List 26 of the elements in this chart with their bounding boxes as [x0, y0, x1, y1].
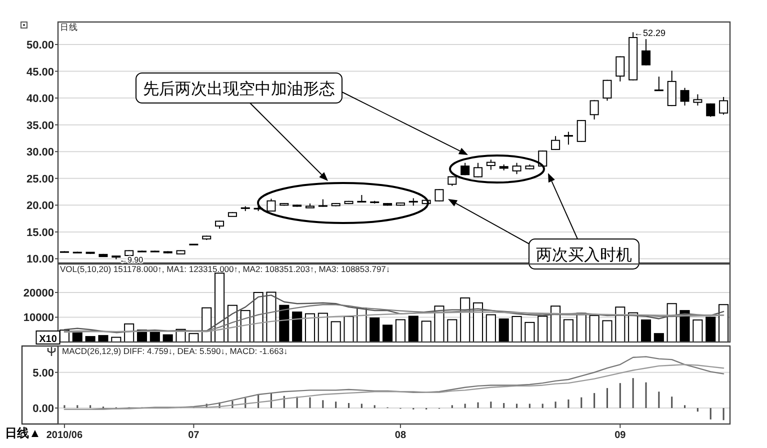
text: X10	[39, 334, 58, 345]
x-tick-label: 2010/06	[46, 430, 83, 441]
text: 日线▲	[5, 426, 41, 440]
annotation: ←9.90	[120, 255, 144, 264]
y-tick-label: 45.00	[26, 66, 54, 78]
y-tick-label: 20.00	[26, 200, 54, 212]
y-tick-label: 15.00	[26, 226, 54, 239]
annotation: 两次买入时机	[536, 246, 632, 264]
y-tick-label: 25.00	[26, 173, 54, 186]
y-tick-label: 20000	[23, 287, 54, 300]
x-tick-label: 09	[614, 430, 626, 441]
y-tick-label: 5.00	[32, 367, 54, 380]
y-tick-label: 10000	[23, 312, 54, 324]
annotation: 先后两次出现空中加油形态	[143, 80, 335, 98]
y-tick-label: 10.00	[26, 254, 54, 266]
y-tick-label: 40.00	[26, 93, 54, 106]
chart-title: MACD(26,12,9) DIFF: 4.759↓, DEA: 5.590↓, MACD: -1.663↓	[62, 346, 288, 356]
chart-title: 日线	[60, 22, 78, 32]
y-tick-label: 0.00	[32, 403, 54, 416]
y-tick-label: 35.00	[26, 120, 54, 132]
y-tick-label: 50.00	[26, 39, 54, 52]
chart-title: VOL(5,10,20) 151178.000↑, MA1: 123315.000↑, MA2: 108351.203↑, MA3: 108853.797↓	[60, 264, 390, 274]
annotation: ←52.29	[634, 28, 666, 38]
y-tick-label: 30.00	[26, 146, 54, 159]
x-tick-label: 07	[188, 430, 200, 441]
x-tick-label: 08	[394, 430, 406, 441]
